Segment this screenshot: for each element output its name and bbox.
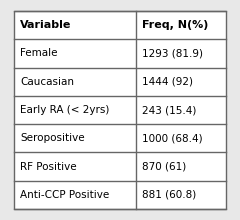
Text: 870 (61): 870 (61) — [142, 161, 186, 172]
Text: Anti-CCP Positive: Anti-CCP Positive — [20, 190, 110, 200]
Text: 243 (15.4): 243 (15.4) — [142, 105, 196, 115]
Text: 881 (60.8): 881 (60.8) — [142, 190, 196, 200]
Text: Freq, N(%): Freq, N(%) — [142, 20, 208, 30]
Text: 1000 (68.4): 1000 (68.4) — [142, 133, 203, 143]
Text: 1444 (92): 1444 (92) — [142, 77, 193, 87]
Text: Seropositive: Seropositive — [20, 133, 85, 143]
Text: Variable: Variable — [20, 20, 72, 30]
Text: RF Positive: RF Positive — [20, 161, 77, 172]
Text: Caucasian: Caucasian — [20, 77, 74, 87]
Bar — [14, 11, 226, 209]
Text: Female: Female — [20, 48, 58, 59]
Text: 1293 (81.9): 1293 (81.9) — [142, 48, 203, 59]
Text: Early RA (< 2yrs): Early RA (< 2yrs) — [20, 105, 110, 115]
